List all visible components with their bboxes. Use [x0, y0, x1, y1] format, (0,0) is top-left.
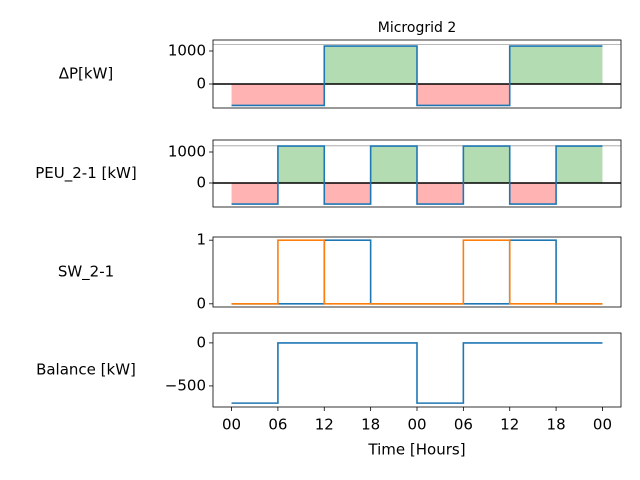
x-tick-label: 12 [315, 416, 334, 434]
fill-area [509, 46, 603, 85]
fill-area [231, 84, 325, 106]
y-tick-label: 1 [196, 231, 206, 249]
data-line [231, 239, 603, 305]
x-tick-label: 00 [593, 416, 612, 434]
y-tick-label: −500 [165, 376, 206, 394]
axes-frame [212, 39, 622, 109]
fill-area [324, 46, 417, 85]
data-line [231, 342, 603, 404]
fill-area [509, 183, 557, 205]
axes-frame [212, 236, 622, 308]
y-tick-label: 0 [196, 294, 206, 312]
y-tick-label: 0 [196, 174, 206, 192]
x-tick-label: 12 [500, 416, 519, 434]
y-axis-label: SW_2-1 [58, 263, 114, 282]
data-line [231, 239, 603, 305]
fill-area [324, 183, 371, 205]
axes-frame [212, 139, 622, 208]
x-tick-label: 06 [268, 416, 287, 434]
x-tick-label: 18 [361, 416, 380, 434]
x-tick-label: 18 [547, 416, 566, 434]
fill-area [417, 84, 510, 106]
x-tick-label: 06 [454, 416, 473, 434]
fill-area [463, 146, 510, 184]
fill-area [277, 146, 325, 184]
x-axis-label: Time [Hours] [367, 441, 465, 459]
y-tick-label: 0 [196, 75, 206, 93]
y-axis-label: ΔP[kW] [59, 65, 114, 83]
data-line [231, 45, 603, 107]
y-tick-label: 1000 [168, 142, 206, 160]
x-tick-label: 00 [222, 416, 241, 434]
chart-title: Microgrid 2 [378, 20, 456, 36]
data-line [231, 145, 603, 205]
fill-area [231, 183, 278, 205]
fill-area [417, 183, 464, 205]
y-axis-label: Balance [kW] [36, 361, 136, 379]
fill-area [370, 146, 417, 184]
y-tick-label: 1000 [168, 41, 206, 59]
fill-area [556, 146, 603, 184]
x-tick-label: 00 [407, 416, 426, 434]
y-tick-label: 0 [196, 333, 206, 351]
y-axis-label: PEU_2-1 [kW] [35, 164, 137, 183]
